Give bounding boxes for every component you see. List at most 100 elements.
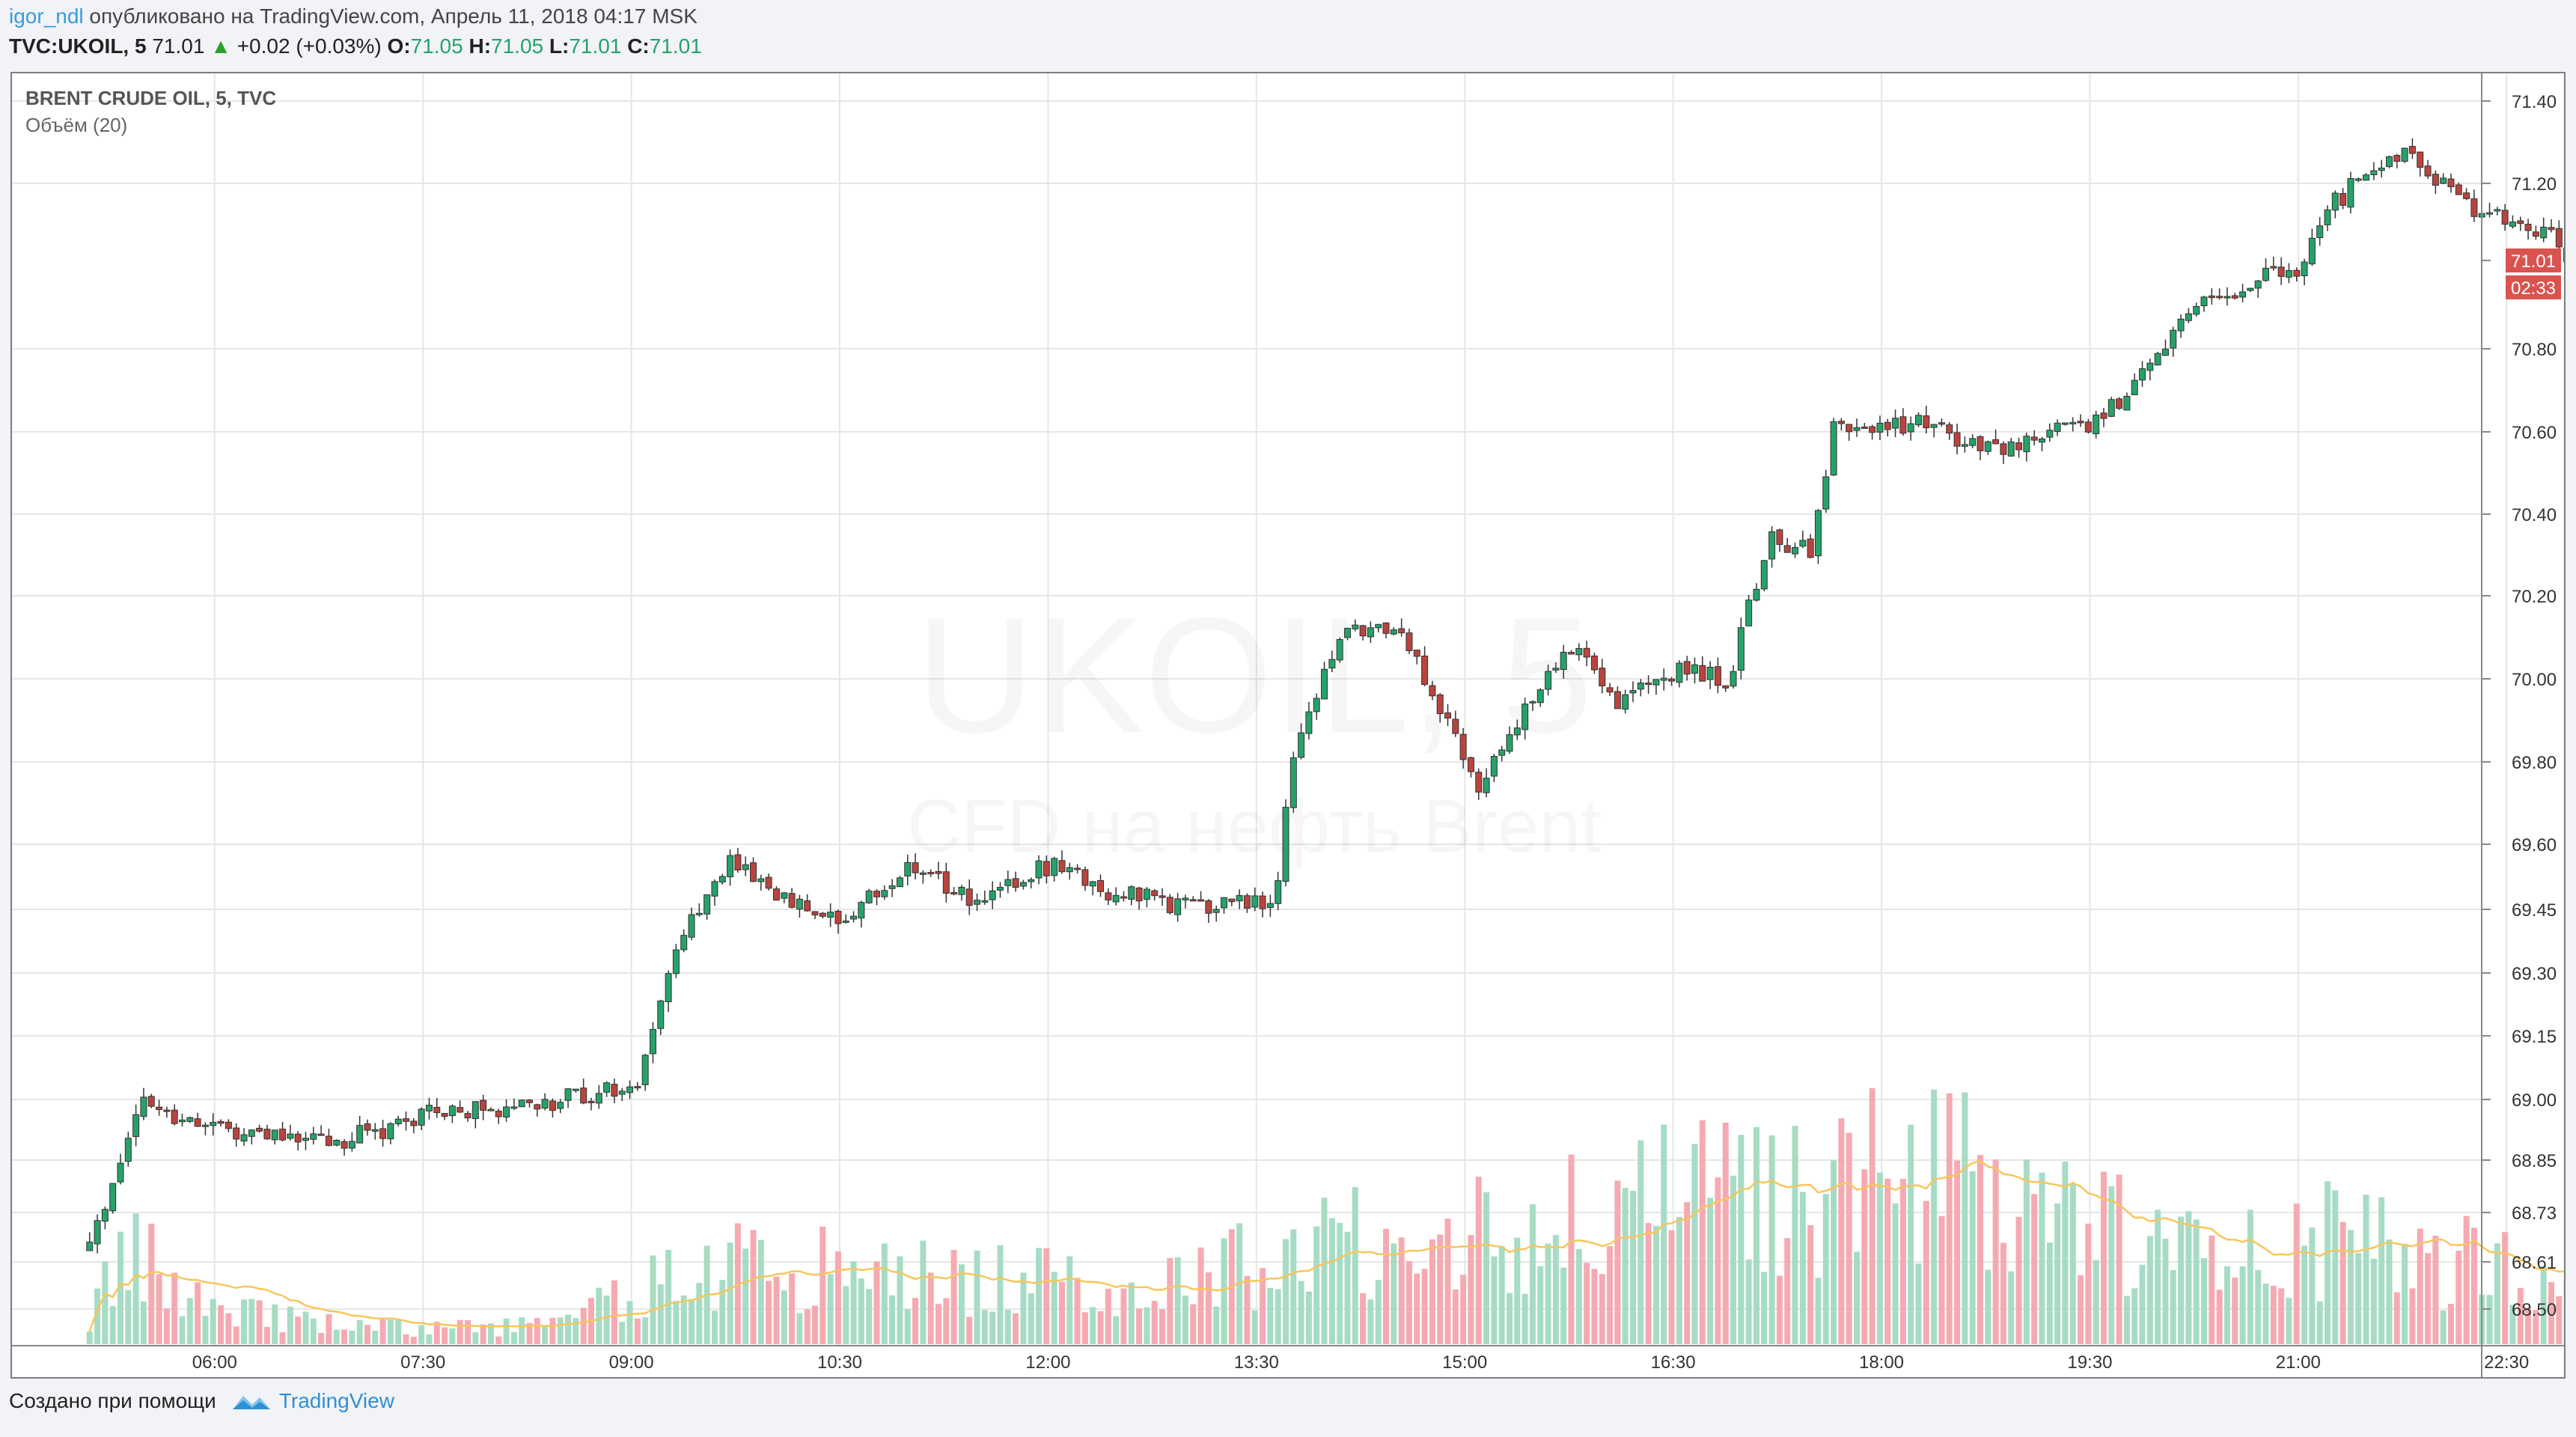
candle-body [2293, 269, 2301, 277]
volume-bar [2224, 1266, 2230, 1344]
candle-body [341, 1141, 348, 1149]
candle-body [163, 1109, 171, 1112]
volume-bar [1591, 1269, 1598, 1344]
y-tick-label: 70.60 [2512, 423, 2557, 443]
candle-body [1343, 627, 1351, 638]
candle-body [433, 1106, 441, 1114]
volume-bar [1244, 1275, 1251, 1344]
candle-body [1869, 426, 1876, 433]
candle-body [2231, 295, 2238, 299]
volume-bar [1151, 1301, 1158, 1344]
candle-body [194, 1118, 201, 1127]
volume-bar [248, 1299, 255, 1344]
volume-bar [1522, 1293, 1528, 1344]
candle-body [734, 854, 742, 870]
volume-bar [2054, 1203, 2061, 1344]
candle-body [2440, 177, 2447, 184]
y-tick-label: 69.60 [2512, 835, 2557, 855]
volume-bar [1722, 1123, 1729, 1344]
candle-body [919, 872, 927, 875]
candle-body [618, 1090, 626, 1095]
volume-bar [1313, 1226, 1320, 1344]
candle-body [1212, 909, 1220, 913]
volume-bar [827, 1274, 834, 1344]
volume-bar [1661, 1124, 1667, 1344]
candle-body [819, 912, 826, 917]
candle-body [1421, 656, 1429, 686]
volume-bar [619, 1322, 626, 1344]
chart-legend-title[interactable]: BRENT CRUDE OIL, 5, TVC [25, 87, 277, 109]
price-chart[interactable]: UKOIL, 5 CFD на нефть Brent 71.40 71.20 70… [12, 73, 2564, 1377]
candle-body [2316, 225, 2324, 239]
volume-indicator-legend[interactable]: Объём (20) [25, 114, 128, 136]
candle-body [1629, 690, 1637, 694]
candle-body [464, 1113, 471, 1119]
volume-bar [2332, 1190, 2339, 1344]
volume-bar [2015, 1216, 2022, 1344]
volume-bar [950, 1249, 957, 1344]
volume-bar [781, 1290, 787, 1344]
candle-body [387, 1123, 394, 1140]
footer: Создано при помощи TradingView [9, 1389, 394, 1413]
volume-bar [1136, 1308, 1143, 1344]
candle-body [2455, 184, 2462, 195]
volume-bar [2201, 1257, 2208, 1344]
candle-body [2185, 313, 2192, 321]
volume-bar [1298, 1281, 1304, 1344]
candle-body [603, 1082, 611, 1093]
volume-bar [981, 1310, 988, 1344]
candle-body [772, 888, 780, 901]
candle-body [549, 1100, 556, 1111]
volume-bar [858, 1278, 864, 1344]
volume-bar [1507, 1293, 1513, 1344]
volume-bar [580, 1308, 587, 1344]
volume-bar [1081, 1312, 1088, 1344]
symbol-label[interactable]: TVC:UKOIL, 5 [9, 34, 147, 58]
volume-bar [626, 1301, 633, 1344]
volume-bar [766, 1281, 772, 1344]
candle-body [2116, 398, 2123, 409]
candle-body [2470, 198, 2478, 217]
candle-body [1938, 422, 1945, 425]
volume-bar [1884, 1178, 1891, 1344]
volume-bar [1892, 1203, 1899, 1344]
volume-bar [1799, 1192, 1806, 1344]
candle-body [1822, 476, 1830, 510]
volume-bar [1414, 1273, 1420, 1344]
tradingview-link[interactable]: TradingView [231, 1389, 394, 1413]
volume-bar [1514, 1237, 1521, 1344]
candle-body [1220, 897, 1227, 909]
candle-body [302, 1138, 309, 1141]
volume-bar [534, 1318, 540, 1344]
volume-bar [1684, 1202, 1691, 1344]
author-link[interactable]: igor_ndl [9, 4, 84, 28]
candle-body [2378, 168, 2385, 171]
volume-bar [657, 1284, 664, 1344]
volume-bar [186, 1298, 193, 1344]
volume-bar [2069, 1184, 2076, 1344]
candle-body [1182, 897, 1189, 900]
candle-body [418, 1108, 425, 1126]
candle-body [958, 887, 965, 895]
candle-body [1429, 685, 1436, 697]
volume-bar [2370, 1258, 2377, 1344]
volume-bar [1444, 1218, 1451, 1344]
volume-bar [179, 1316, 186, 1344]
x-tick-label: 18:00 [1859, 1352, 1904, 1373]
volume-bar [2116, 1174, 2122, 1344]
candle-body [904, 861, 912, 876]
volume-bar [2556, 1296, 2563, 1344]
volume-bar [287, 1306, 293, 1344]
volume-bar [171, 1272, 178, 1344]
candle-body [1876, 422, 1884, 433]
candle-body [2277, 266, 2285, 277]
volume-bar [1282, 1239, 1289, 1344]
chart-frame[interactable]: UKOIL, 5 CFD на нефть Brent 71.40 71.20 70… [10, 72, 2566, 1379]
volume-bar [426, 1334, 433, 1344]
candle-body [1637, 683, 1644, 690]
candle-body [1066, 867, 1073, 873]
volume-bar [943, 1298, 950, 1344]
candle-body [518, 1099, 525, 1108]
volume-bar [2039, 1172, 2045, 1344]
candle-body [688, 914, 695, 938]
